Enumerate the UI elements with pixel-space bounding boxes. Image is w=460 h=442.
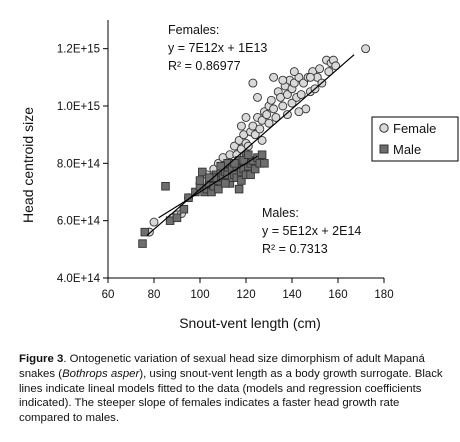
male-data-point (184, 193, 193, 202)
y-axis-ticks: 4.0E+14 6.0E+14 8.0E+14 1.0E+15 1.2E+15 (57, 44, 108, 285)
male-data-point (250, 164, 260, 174)
caption-label: Figure 3 (19, 353, 64, 365)
legend: Female Male (371, 116, 459, 162)
female-data-point (269, 104, 279, 114)
male-annotation: Males: y = 5E12x + 2E14 R² = 0.7313 (262, 206, 361, 256)
male-data-point (237, 176, 246, 185)
x-tick-label: 180 (374, 289, 393, 301)
legend-male-label: Male (393, 142, 421, 157)
x-axis-title: Snout-vent length (cm) (179, 315, 321, 331)
male-data-point (234, 184, 244, 194)
legend-female-label: Female (393, 121, 436, 136)
male-r-squared: R² = 0.7313 (262, 242, 328, 256)
figure-caption: Figure 3. Ontogenetic variation of sexua… (19, 352, 451, 426)
female-data-point (278, 101, 288, 111)
female-data-point (289, 78, 299, 88)
x-tick-label: 80 (148, 289, 161, 301)
male-equation: y = 5E12x + 2E14 (262, 224, 361, 238)
female-data-point (296, 90, 306, 99)
x-axis-ticks: 60 80 100 120 140 160 180 (102, 278, 394, 301)
female-data-point (257, 135, 267, 145)
male-regression-line (158, 155, 258, 219)
x-tick-label: 60 (102, 289, 115, 301)
female-data-point (299, 78, 308, 88)
female-data-point (271, 113, 281, 122)
male-data-point (214, 184, 223, 194)
female-data-point (149, 217, 159, 227)
y-tick-label: 6.0E+14 (57, 216, 101, 228)
male-data-point (246, 170, 255, 180)
female-annotation: Females: y = 7E12x + 1E13 R² = 0.86977 (168, 23, 267, 73)
x-tick-label: 160 (328, 289, 347, 301)
female-regression-line (146, 54, 355, 236)
female-data-point (282, 90, 292, 99)
female-data-point (253, 92, 262, 102)
female-data-point (287, 98, 297, 108)
female-equation: y = 7E12x + 1E13 (168, 41, 267, 55)
y-axis-title: Head centroid size (20, 107, 36, 223)
female-data-point (264, 118, 274, 128)
female-data-point (236, 121, 246, 131)
female-data-point (331, 61, 341, 71)
male-data-point (161, 182, 170, 191)
female-data-point (262, 110, 272, 120)
male-data-point (138, 239, 147, 248)
x-tick-label: 140 (282, 289, 301, 301)
male-data-point (244, 150, 253, 159)
female-data-point (248, 78, 258, 88)
y-tick-label: 4.0E+14 (57, 273, 101, 285)
female-data-point (282, 110, 292, 120)
y-tick-label: 1.2E+15 (57, 44, 100, 56)
legend-male-marker (379, 144, 389, 154)
female-data-point (289, 67, 299, 77)
x-tick-label: 120 (236, 289, 255, 301)
male-points (138, 150, 269, 248)
female-data-point (294, 107, 304, 117)
y-tick-label: 8.0E+14 (57, 158, 101, 170)
female-data-point (255, 124, 265, 134)
male-data-point (216, 161, 225, 171)
male-data-point (198, 167, 207, 177)
female-data-point (250, 130, 260, 140)
male-data-point (221, 179, 230, 188)
caption-text-2: ), using snout-vent length as a body gro… (19, 367, 443, 425)
female-data-point (324, 67, 334, 77)
female-data-point (305, 72, 315, 82)
female-data-point (315, 64, 325, 74)
male-data-point (172, 213, 182, 223)
regression-lines (146, 54, 355, 236)
female-data-point (294, 72, 304, 82)
x-tick-label: 100 (190, 289, 209, 301)
male-annotation-title: Males: (262, 206, 299, 220)
female-annotation-title: Females: (168, 23, 219, 37)
male-data-point (179, 204, 189, 214)
legend-female-marker (379, 123, 389, 133)
female-data-point (278, 75, 288, 85)
male-data-point (260, 159, 269, 168)
male-data-point (195, 176, 205, 185)
y-tick-label: 1.0E+15 (57, 101, 100, 113)
caption-text: . Ontogenetic variation of sexual head s… (19, 353, 425, 380)
caption-species: Bothrops asper (62, 367, 140, 380)
male-data-point (140, 227, 150, 237)
male-data-point (257, 150, 267, 159)
female-data-point (266, 95, 276, 105)
female-data-point (269, 72, 279, 82)
female-r-squared: R² = 0.86977 (168, 59, 241, 73)
scatter-chart: 4.0E+14 6.0E+14 8.0E+14 1.0E+15 1.2E+15 60 80… (20, 20, 459, 331)
female-data-point (361, 44, 371, 54)
female-data-point (241, 113, 251, 122)
